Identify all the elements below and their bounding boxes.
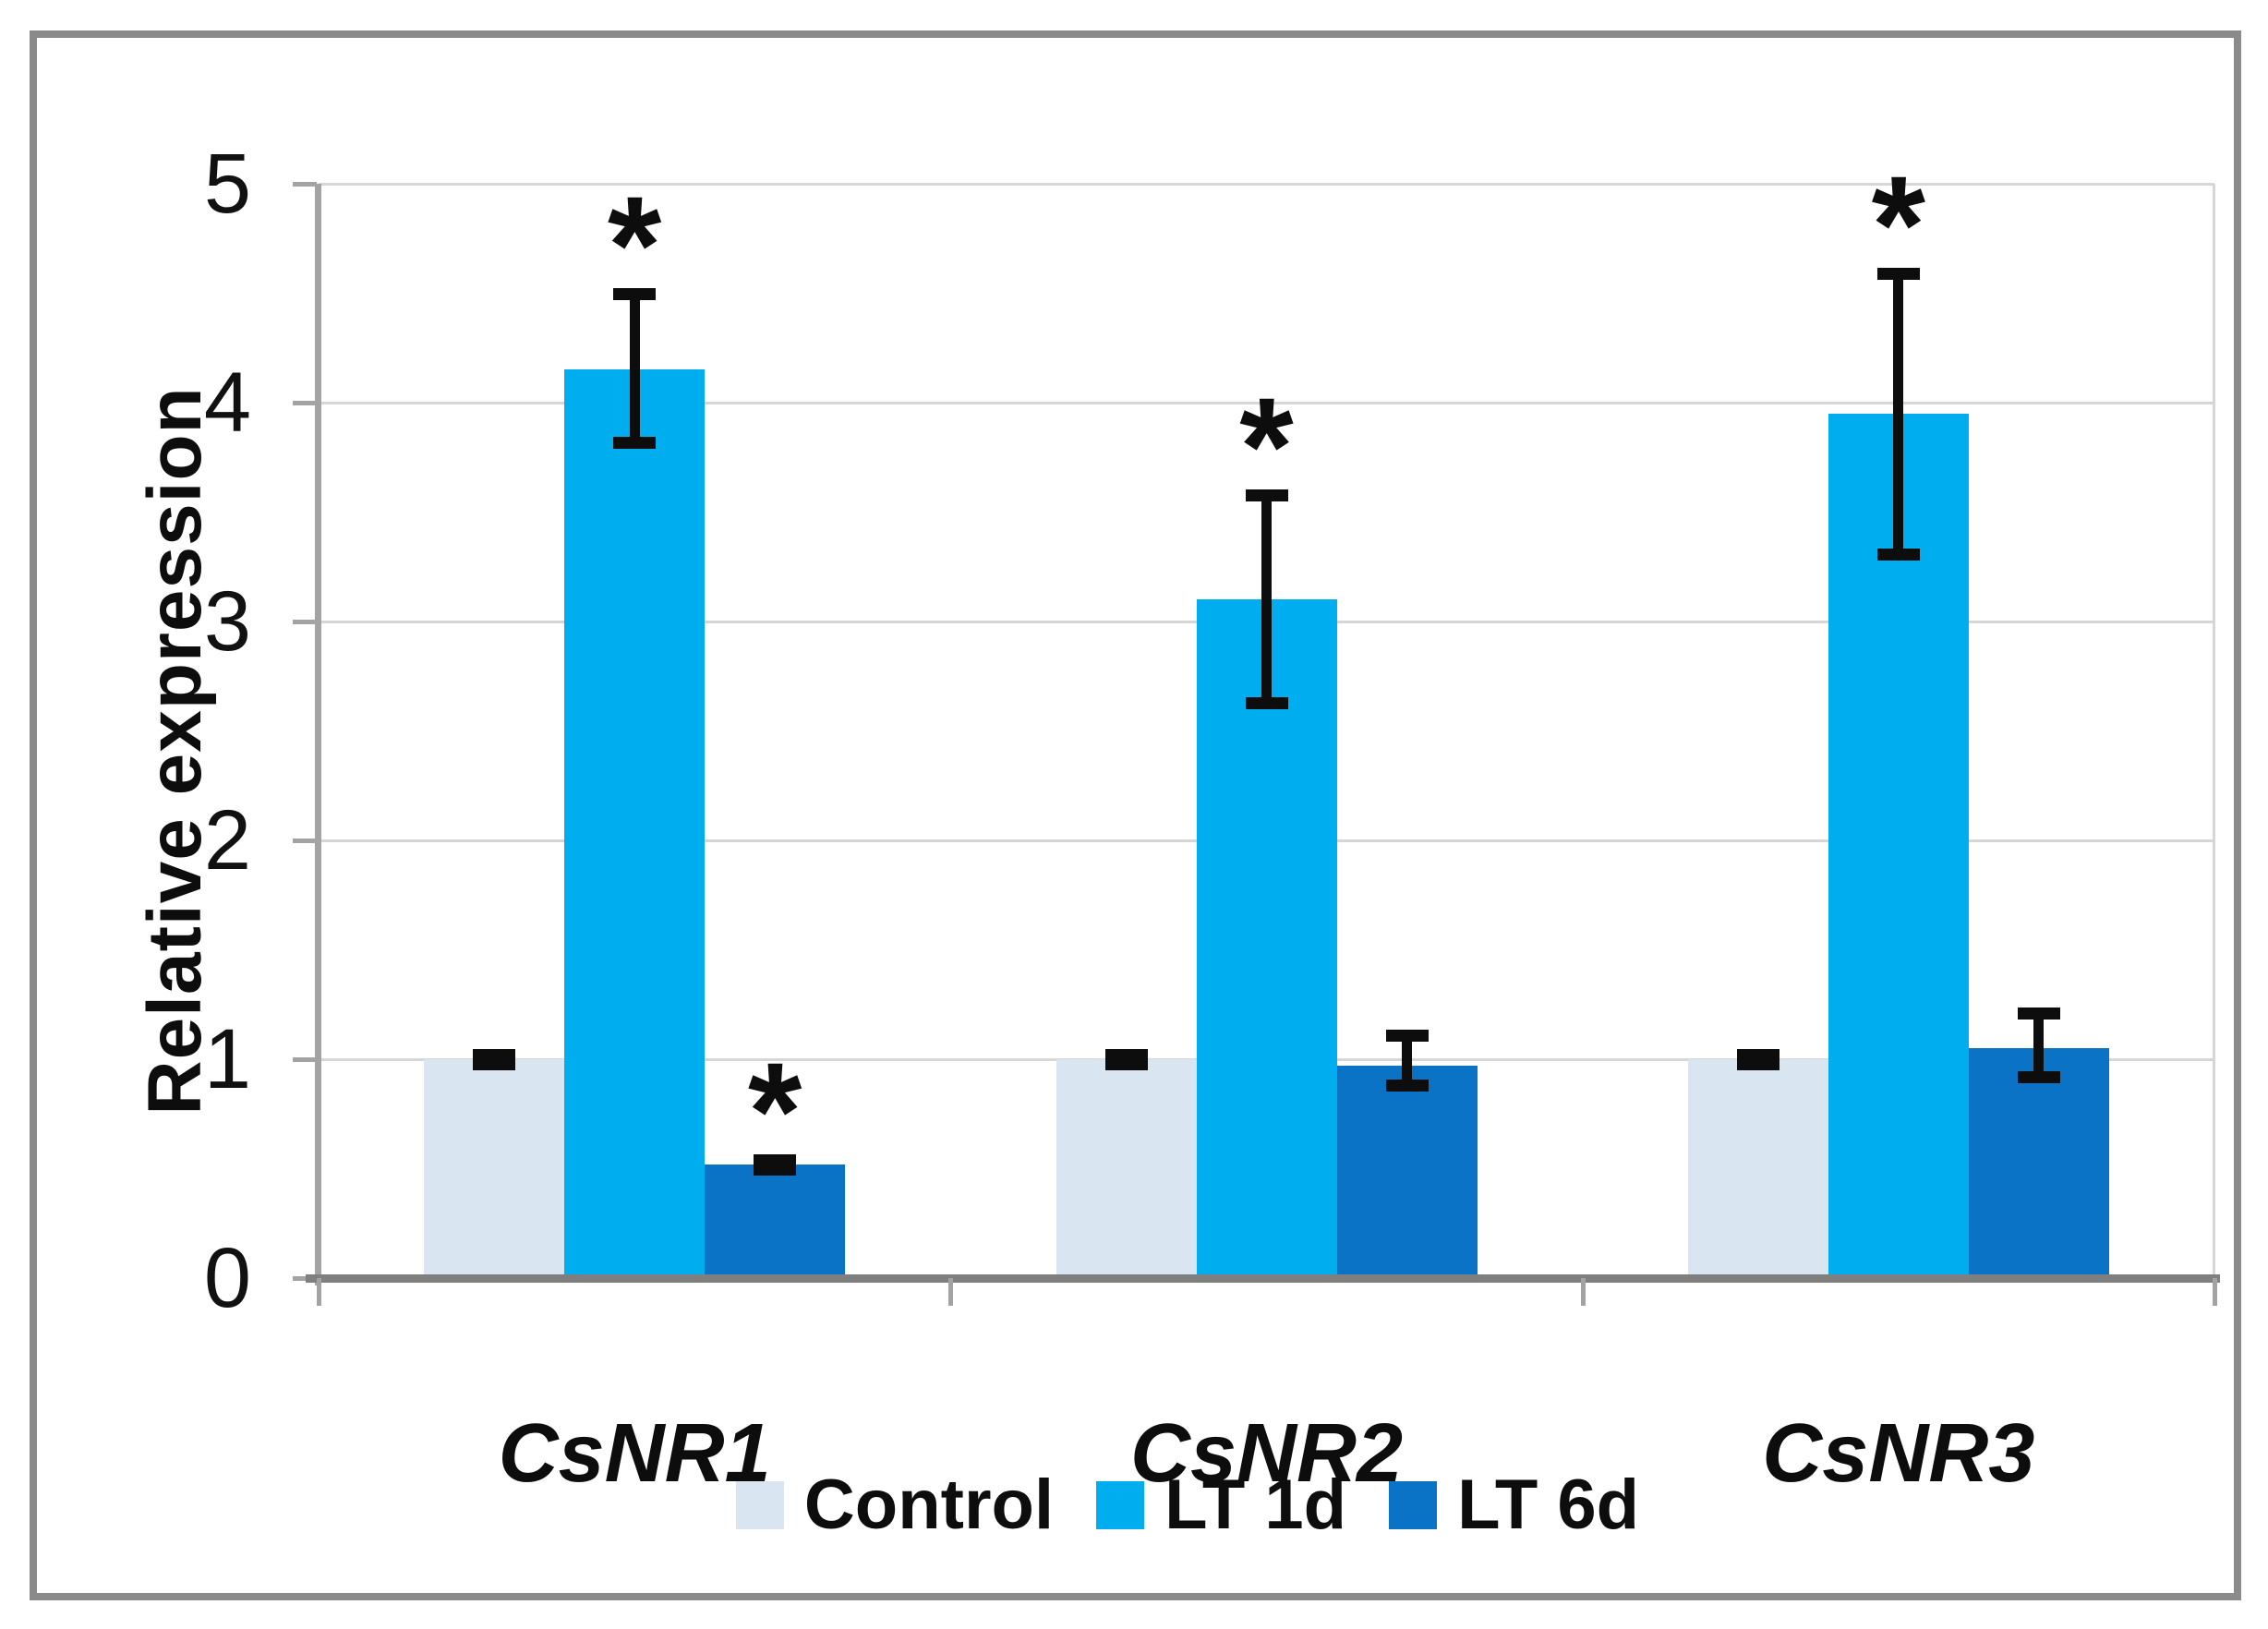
y-tick-label-4: 4 xyxy=(203,356,251,450)
plot-right-border xyxy=(2213,184,2215,1278)
y-tick-label-2: 2 xyxy=(203,793,251,887)
y-axis-tick-3 xyxy=(293,620,317,624)
error-cap-bottom xyxy=(473,1057,516,1070)
error-cap-bottom xyxy=(1736,1057,1779,1070)
x-axis-tick-1 xyxy=(948,1278,954,1306)
y-axis-tick-4 xyxy=(293,401,317,405)
y-axis-tick-2 xyxy=(293,839,317,843)
bar-control-csnr3 xyxy=(1687,1059,1828,1278)
significance-asterisk-lt-1d-csnr3: * xyxy=(1871,147,1926,303)
error-bar-lt-1d-csnr3 xyxy=(1893,273,1904,554)
x-axis-tick-0 xyxy=(317,1278,321,1306)
error-cap-top xyxy=(613,287,657,300)
bar-lt-6d-csnr3 xyxy=(1968,1048,2109,1278)
y-tick-label-1: 1 xyxy=(203,1012,251,1106)
error-bar-lt-1d-csnr1 xyxy=(629,293,640,442)
legend-swatch-control xyxy=(735,1481,784,1529)
error-cap-bottom xyxy=(1876,548,1920,561)
error-cap-top xyxy=(1245,489,1288,501)
y-axis-tick-1 xyxy=(293,1057,317,1062)
bar-control-csnr2 xyxy=(1056,1059,1197,1278)
legend-item-lt-1d: LT 1d xyxy=(1096,1466,1347,1544)
error-cap-bottom xyxy=(1104,1057,1148,1070)
legend-item-control: Control xyxy=(735,1466,1055,1544)
error-cap-bottom xyxy=(613,436,657,449)
legend-swatch-lt-1d xyxy=(1096,1481,1145,1529)
category-label-csnr1: CsNR1 xyxy=(498,1407,771,1500)
y-axis-line xyxy=(315,184,321,1285)
gridline-y-4 xyxy=(319,402,2214,404)
significance-asterisk-lt-6d-csnr1: * xyxy=(747,1033,802,1189)
x-axis-line xyxy=(306,1274,2220,1283)
figure-border xyxy=(30,30,2241,1600)
bar-lt-1d-csnr1 xyxy=(564,369,706,1278)
legend-item-lt-6d: LT 6d xyxy=(1389,1466,1640,1544)
bar-lt-6d-csnr1 xyxy=(705,1164,846,1278)
category-label-csnr2: CsNR2 xyxy=(1129,1407,1404,1500)
significance-asterisk-lt-1d-csnr1: * xyxy=(607,166,662,322)
significance-asterisk-lt-1d-csnr2: * xyxy=(1239,368,1294,524)
error-bar-lt-6d-csnr3 xyxy=(2033,1013,2045,1077)
y-axis-tick-5 xyxy=(293,182,317,187)
y-tick-label-5: 5 xyxy=(203,137,251,231)
bar-lt-6d-csnr2 xyxy=(1336,1066,1478,1278)
legend-label-lt-6d: LT 6d xyxy=(1457,1466,1640,1544)
error-cap-bottom xyxy=(1245,696,1288,709)
error-cap-top xyxy=(1876,268,1920,281)
bar-lt-1d-csnr2 xyxy=(1196,599,1337,1278)
y-tick-label-0: 0 xyxy=(203,1231,251,1325)
category-label-csnr3: CsNR3 xyxy=(1762,1407,2035,1500)
error-cap-bottom xyxy=(2017,1070,2060,1083)
legend-label-control: Control xyxy=(803,1466,1055,1544)
x-axis-tick-2 xyxy=(1580,1278,1586,1306)
legend: Control LT 1d LT 6d xyxy=(54,1466,2268,1544)
y-tick-label-3: 3 xyxy=(203,574,251,669)
x-axis-tick-3 xyxy=(2213,1278,2217,1306)
error-cap-top xyxy=(2017,1008,2060,1020)
gridline-y-5 xyxy=(319,183,2214,186)
error-cap-top xyxy=(1385,1029,1429,1042)
legend-label-lt-1d: LT 1d xyxy=(1164,1466,1347,1544)
error-bar-lt-1d-csnr2 xyxy=(1261,494,1272,703)
error-bar-lt-6d-csnr2 xyxy=(1402,1034,1412,1086)
error-cap-bottom xyxy=(1385,1080,1429,1092)
y-axis-tick-0 xyxy=(293,1276,317,1281)
bar-control-csnr1 xyxy=(424,1059,565,1278)
error-cap-bottom xyxy=(754,1163,797,1176)
legend-swatch-lt-6d xyxy=(1389,1481,1438,1529)
